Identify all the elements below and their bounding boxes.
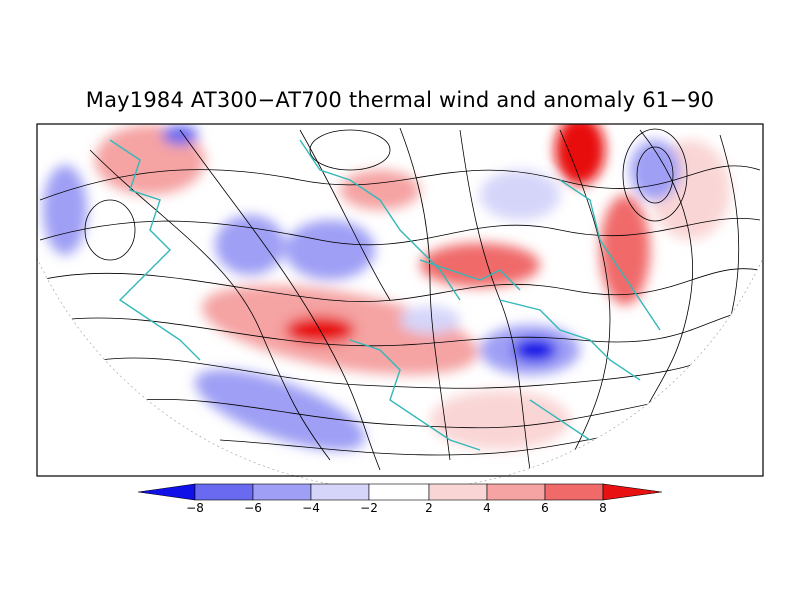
hemisphere-edge — [36, 257, 764, 491]
anomaly-negative — [400, 306, 460, 334]
colorbar-segment — [428, 483, 488, 501]
colorbar-label: 8 — [599, 501, 607, 515]
colorbar-segment — [368, 483, 430, 501]
colorbar-label: 4 — [483, 501, 491, 515]
anomaly-negative — [162, 125, 198, 145]
colorbar-segment — [252, 483, 312, 501]
colorbar-label: 2 — [425, 501, 433, 515]
anomaly-positive — [600, 195, 650, 305]
anomaly-shading — [43, 124, 730, 451]
colorbar-segment — [544, 483, 604, 501]
anomaly-negative — [215, 215, 285, 275]
coastlines — [109, 139, 661, 451]
colorbar-label: 6 — [541, 501, 549, 515]
colorbar-segment — [137, 483, 196, 501]
colorbar-segment — [310, 483, 370, 501]
anomaly-negative — [43, 165, 87, 255]
colorbar-segment — [486, 483, 546, 501]
anomaly-negative — [285, 220, 375, 280]
colorbar-label: −2 — [360, 501, 378, 515]
colorbar-label: −8 — [186, 501, 204, 515]
colorbar-segment — [194, 483, 254, 501]
anomaly-negative — [194, 369, 366, 451]
colorbar-segment — [602, 483, 663, 501]
colorbar-label: −6 — [244, 501, 262, 515]
colorbar-label: −4 — [302, 501, 320, 515]
colorbar — [137, 483, 663, 501]
anomaly-positive — [340, 170, 420, 210]
anomaly-positive — [555, 124, 605, 185]
chart-title: May1984 AT300−AT700 thermal wind and ano… — [85, 88, 715, 112]
anomaly-negative — [513, 338, 557, 362]
anomaly-negative — [480, 170, 560, 220]
map-frame — [36, 123, 764, 477]
colorbar-labels: −8 −6 −4 −2 2 4 6 8 — [186, 501, 607, 515]
anomaly-positive — [420, 243, 540, 287]
anomaly-positive — [430, 390, 570, 450]
